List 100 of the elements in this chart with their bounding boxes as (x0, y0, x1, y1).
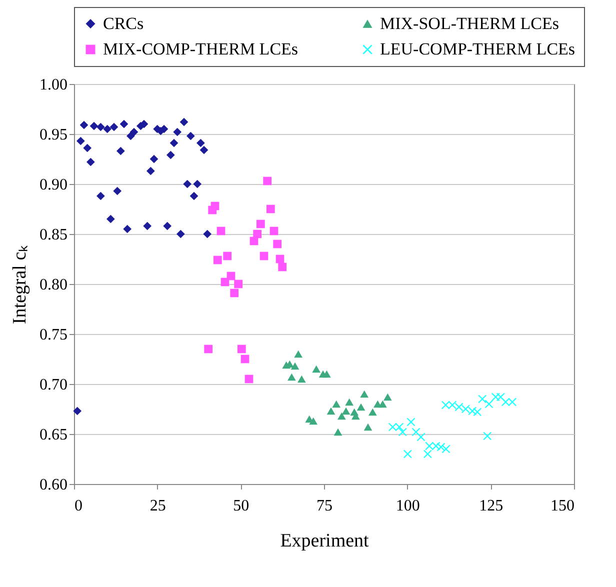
point (230, 288, 239, 298)
point (113, 186, 122, 196)
y-axis-title: Integral cₖ (10, 244, 30, 324)
point (294, 350, 303, 358)
point (213, 256, 222, 264)
point (454, 402, 464, 412)
point (278, 262, 287, 272)
point (73, 406, 82, 416)
y-tick-label: 0.85 (40, 226, 68, 244)
point (478, 394, 487, 404)
point (163, 222, 172, 230)
point (383, 393, 392, 401)
point (237, 344, 246, 354)
point (312, 365, 321, 373)
point (253, 230, 262, 238)
point (176, 230, 185, 238)
x-tick-label: 75 (316, 498, 332, 514)
point (80, 120, 88, 130)
point (342, 407, 350, 415)
point (448, 400, 457, 410)
point (276, 254, 284, 264)
legend-label: MIX-SOL-THERM LCEs (380, 14, 559, 33)
point (204, 344, 213, 354)
point (146, 166, 155, 176)
point (483, 432, 492, 440)
point (83, 144, 92, 152)
point (256, 220, 265, 228)
point (240, 354, 250, 364)
point (260, 252, 268, 260)
point (210, 202, 220, 210)
point (173, 128, 182, 136)
point (196, 138, 205, 148)
legend-label: LEU-COMP-THERM LCEs (380, 40, 576, 58)
x-tick-label: 0 (74, 498, 82, 514)
point (508, 398, 517, 406)
point (378, 400, 387, 408)
point (166, 150, 175, 160)
point (200, 146, 208, 154)
point (403, 450, 412, 458)
point (180, 118, 188, 126)
y-tick-label: 0.65 (40, 426, 68, 444)
point (416, 432, 426, 442)
point (190, 192, 198, 200)
point (297, 375, 306, 383)
point (186, 132, 195, 140)
point (334, 428, 342, 436)
point (90, 122, 98, 130)
y-tick-label: 0.75 (40, 326, 68, 344)
point (322, 370, 331, 378)
x-tick-label: 25 (150, 498, 166, 514)
y-tick-label: 0.70 (40, 376, 68, 394)
x-tick-label: 125 (479, 498, 504, 514)
point (360, 390, 369, 398)
point (130, 128, 138, 136)
point (86, 158, 95, 166)
point (103, 124, 112, 134)
point (193, 180, 202, 188)
point (226, 272, 236, 280)
point (395, 422, 404, 432)
point (368, 408, 377, 416)
point (273, 240, 282, 248)
point (290, 362, 300, 370)
point (332, 400, 341, 408)
point (223, 252, 232, 260)
point (345, 398, 354, 406)
y-tick-label: 0.90 (40, 176, 68, 194)
point (120, 120, 128, 128)
point (150, 154, 158, 164)
point (406, 418, 416, 426)
point (309, 417, 318, 425)
point (170, 138, 178, 148)
point (106, 214, 115, 224)
point (423, 450, 432, 458)
point (96, 122, 105, 132)
point (442, 444, 450, 454)
point (337, 412, 346, 420)
point (203, 230, 212, 238)
point (398, 428, 407, 436)
point (216, 226, 226, 236)
point (244, 374, 254, 384)
y-tick-label: 0.60 (40, 476, 68, 494)
x-tick-label: 150 (550, 498, 574, 514)
legend-label: CRCs (103, 14, 144, 33)
point (143, 222, 152, 230)
point (356, 403, 366, 411)
point (96, 192, 105, 200)
point (123, 224, 132, 234)
point (473, 408, 482, 416)
point (263, 176, 272, 186)
point (183, 180, 192, 188)
legend-label: MIX-COMP-THERM LCEs (103, 40, 298, 58)
point (326, 407, 336, 415)
point (76, 136, 85, 146)
x-tick-label: 100 (396, 498, 420, 514)
point (110, 122, 118, 132)
point (461, 404, 470, 414)
point (364, 423, 372, 431)
y-tick-label: 0.80 (40, 276, 68, 294)
x-axis-title: Experiment (280, 530, 370, 552)
point (287, 373, 296, 381)
